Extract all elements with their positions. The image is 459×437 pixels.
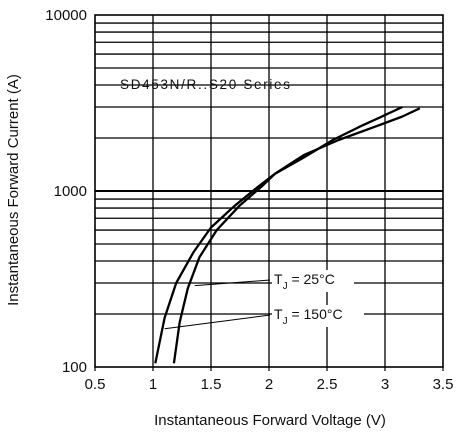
x-tick-label: 2.5 (317, 376, 338, 393)
x-tick-label: 3 (381, 376, 389, 393)
x-tick-label: 3.5 (433, 376, 454, 393)
x-tick-label: 1 (149, 376, 157, 393)
x-tick-label: 1.5 (201, 376, 222, 393)
y-tick-label: 10000 (45, 7, 87, 24)
series-caption: SD453N/R..S20 Series (120, 77, 290, 92)
grid-lines (95, 15, 443, 367)
tick-labels: 0.5 1 1.5 2 2.5 3 3.5 100 1000 10000 (45, 7, 453, 393)
y-tick-label: 1000 (54, 183, 87, 200)
annotation-bg (272, 305, 364, 327)
x-axis-label: Instantaneous Forward Voltage (V) (154, 412, 386, 429)
annotation-label: TJ = 25°C (274, 271, 335, 292)
annotation-leader (194, 279, 271, 287)
y-axis-label: Instantaneous Forward Current (A) (5, 74, 22, 306)
y-tick-label: 100 (62, 359, 87, 376)
annotation-bg (272, 270, 354, 292)
series-line-25c (154, 105, 403, 364)
annotation-leader (164, 314, 271, 330)
curves (154, 105, 421, 364)
x-tick-label: 2 (265, 376, 273, 393)
x-tick-label: 0.5 (85, 376, 106, 393)
series-line-150c (172, 107, 421, 364)
axes (94, 14, 444, 371)
annotations: TJ = 25°C TJ = 150°C (164, 270, 364, 330)
annotation-label: TJ = 150°C (274, 306, 343, 327)
